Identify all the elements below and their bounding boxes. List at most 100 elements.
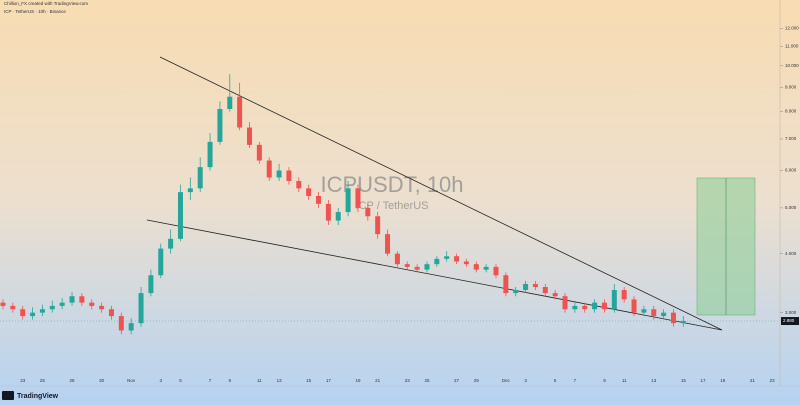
brand[interactable]: TradingView	[17, 393, 59, 400]
brand-logo	[2, 391, 14, 400]
candle-body	[237, 96, 243, 128]
candle-body	[394, 253, 400, 265]
x-tick-label: 23	[20, 378, 26, 383]
y-tick-label: 5.000	[785, 205, 797, 210]
y-tick-label: 9.000	[785, 85, 797, 90]
candle-body	[49, 305, 55, 310]
candle-body	[20, 309, 26, 317]
x-tick-label: 15	[306, 378, 312, 383]
y-tick-label: 6.000	[785, 168, 797, 173]
watermark-subtitle: ICP / TetherUS	[356, 200, 429, 212]
candle-body	[434, 258, 440, 265]
candle-body	[493, 266, 499, 276]
candle-body	[108, 309, 114, 317]
candle-body	[227, 96, 233, 109]
x-tick-label: Nov	[127, 378, 136, 383]
header: ICP · TetherUS · 10h · Binance	[4, 9, 66, 14]
candle-body	[463, 261, 469, 265]
candle-body	[197, 167, 203, 189]
candle-body	[444, 256, 450, 259]
candle-body	[30, 312, 36, 317]
candle-body	[207, 141, 213, 168]
candle-body	[158, 248, 164, 276]
x-tick-label: 9	[603, 378, 606, 383]
candle-body	[513, 290, 519, 294]
candle-body	[99, 305, 105, 310]
candle-body	[562, 296, 568, 310]
candle-body	[0, 302, 6, 306]
watermark-title: ICPUSDT, 10h	[320, 172, 463, 197]
x-tick-label: 21	[750, 378, 756, 383]
x-tick-label: 11	[622, 378, 627, 383]
candle-body	[276, 170, 282, 178]
candle-body	[631, 299, 637, 313]
x-tick-label: 29	[474, 378, 480, 383]
x-tick-label: 28	[70, 378, 76, 383]
x-tick-label: 21	[375, 378, 381, 383]
candle-body	[316, 195, 322, 204]
candle-body	[680, 321, 686, 324]
y-tick-label: 3.000	[785, 310, 797, 315]
y-tick-label: 10.000	[785, 63, 799, 68]
candle-body	[651, 309, 657, 317]
candle-body	[375, 216, 381, 235]
candle-body	[335, 212, 341, 221]
lower-trendline	[146, 219, 723, 331]
x-tick-label: 3	[160, 378, 163, 383]
candle-body	[552, 293, 558, 297]
candle-body	[286, 170, 292, 182]
x-tick-label: 7	[574, 378, 577, 383]
candle-body	[325, 203, 331, 221]
x-tick-label: 17	[326, 378, 332, 383]
x-tick-label: 30	[99, 378, 105, 383]
candle-body	[306, 188, 312, 196]
x-tick-label: 9	[229, 378, 232, 383]
candle-body	[483, 266, 489, 270]
candle-body	[611, 290, 617, 310]
candle-body	[39, 309, 45, 313]
candle-body	[404, 264, 410, 267]
candle-body	[118, 316, 124, 331]
x-tick-label: 11	[257, 378, 262, 383]
candle-body	[532, 283, 538, 287]
x-tick-label: 23	[405, 378, 411, 383]
candle-body	[503, 275, 509, 294]
x-tick-label: 23	[770, 378, 776, 383]
candle-body	[621, 290, 627, 300]
last-price-label: 2.880	[783, 318, 795, 323]
candle-body	[247, 127, 252, 145]
candle-body	[128, 323, 134, 331]
candle-body	[641, 309, 647, 313]
x-tick-label: 5	[554, 378, 557, 383]
x-tick-label: 25	[424, 378, 430, 383]
x-tick-label: 19	[355, 378, 361, 383]
y-tick-label: 8.000	[785, 109, 797, 114]
x-tick-label: 7	[209, 378, 212, 383]
candle-body	[79, 296, 85, 303]
candle-body	[59, 302, 65, 306]
candle-body	[424, 264, 430, 270]
candle-body	[187, 188, 193, 193]
candle-body	[542, 286, 548, 294]
y-tick-label: 12.000	[785, 26, 799, 31]
candle-body	[385, 234, 391, 254]
candle-body	[10, 305, 16, 310]
candle-body	[572, 305, 578, 310]
candle-body	[266, 160, 272, 178]
x-tick-label: 25	[40, 378, 46, 383]
candle-body	[473, 264, 479, 270]
candle-body	[256, 144, 262, 161]
candle-body	[414, 266, 420, 270]
candle-body	[168, 238, 174, 249]
x-tick-label: Dec	[502, 378, 511, 383]
x-tick-label: 13	[651, 378, 657, 383]
x-tick-label: 19	[720, 378, 726, 383]
candle-body	[355, 188, 361, 208]
x-tick-label: 5	[179, 378, 182, 383]
candle-body	[138, 293, 144, 324]
x-tick-label: 3	[524, 378, 527, 383]
x-tick-label: 15	[681, 378, 687, 383]
y-tick-label: 7.000	[785, 136, 797, 141]
candle-body	[177, 192, 183, 239]
